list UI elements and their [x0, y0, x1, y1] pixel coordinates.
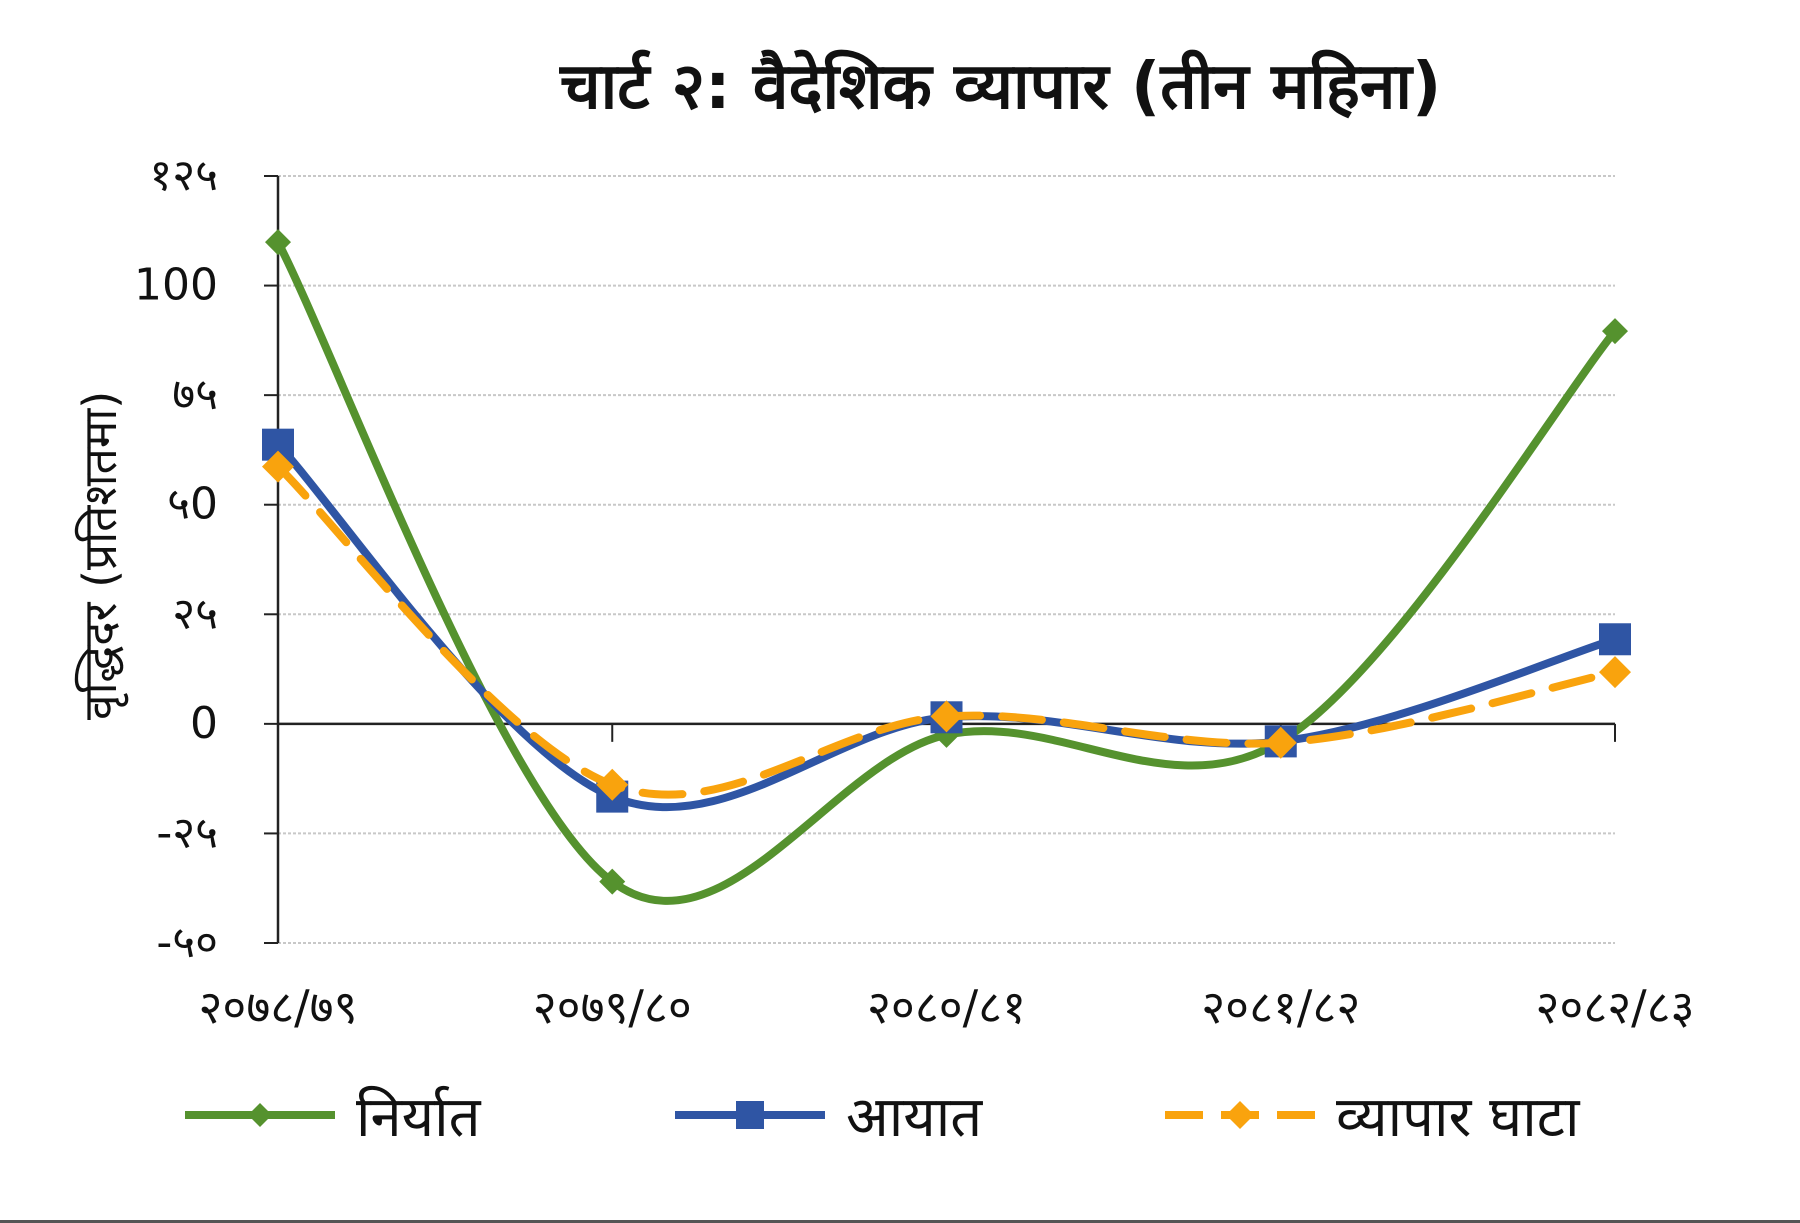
bottom-border: [0, 1220, 1800, 1223]
series-lines: [262, 229, 1631, 905]
data-point-trade-deficit: [930, 700, 963, 733]
legend-swatch-exports: [185, 1103, 335, 1127]
series-line-exports: [274, 238, 1619, 905]
y-tick-label: 0: [190, 698, 218, 749]
data-point-exports: [265, 229, 291, 256]
x-tick-label: २०७८/७९: [198, 980, 357, 1034]
y-tick-label: २५: [172, 588, 218, 639]
axes: [264, 175, 1616, 944]
series-line-imports: [274, 440, 1619, 812]
data-point-trade-deficit: [596, 768, 629, 801]
chart-title: चार्ट २: वैदेशिक व्यापार (तीन महिना): [560, 50, 1442, 124]
data-point-trade-deficit: [262, 450, 294, 483]
data-point-trade-deficit: [1264, 726, 1297, 759]
y-tick-label: १२५: [149, 150, 218, 201]
legend-label-imports: आयात: [846, 1085, 983, 1150]
x-tick-label: २०८२/८३: [1535, 980, 1694, 1034]
legend-swatch-imports: [675, 1101, 825, 1129]
legend-label-trade-deficit: व्यापार घाटा: [1336, 1085, 1580, 1150]
series-line-trade-deficit: [274, 462, 1619, 799]
data-point-exports: [1602, 318, 1628, 345]
y-tick-label: ७५: [172, 369, 218, 420]
y-tick-label: ५0: [167, 479, 218, 530]
legend-item-imports: आयात: [670, 1070, 982, 1160]
tick-labels: -५० -२५ 0 २५ ५0 ७५ 100 १२५ २०७८/७९ २०७९/८० २०८०/८१…: [134, 150, 1695, 1034]
data-point-exports: [599, 868, 626, 895]
gridlines: [278, 175, 1615, 944]
legend-item-trade-deficit: व्यापार घाटा: [1160, 1070, 1579, 1160]
x-tick-label: २०८०/८१: [867, 980, 1026, 1034]
legend-swatch-trade-deficit: [1165, 1101, 1315, 1129]
y-tick-label: -५०: [156, 917, 218, 968]
legend: निर्यात आयात व्यापार घाटा: [180, 1070, 1680, 1160]
x-tick-label: २०७९/८०: [533, 980, 692, 1034]
x-tick-label: २०८१/८२: [1201, 980, 1360, 1034]
data-point-trade-deficit: [1599, 656, 1631, 689]
legend-item-exports: निर्यात: [180, 1070, 481, 1160]
y-tick-label: -२५: [156, 807, 218, 858]
legend-label-exports: निर्यात: [356, 1085, 481, 1150]
data-point-imports: [1599, 623, 1631, 656]
y-tick-label: 100: [134, 260, 218, 311]
